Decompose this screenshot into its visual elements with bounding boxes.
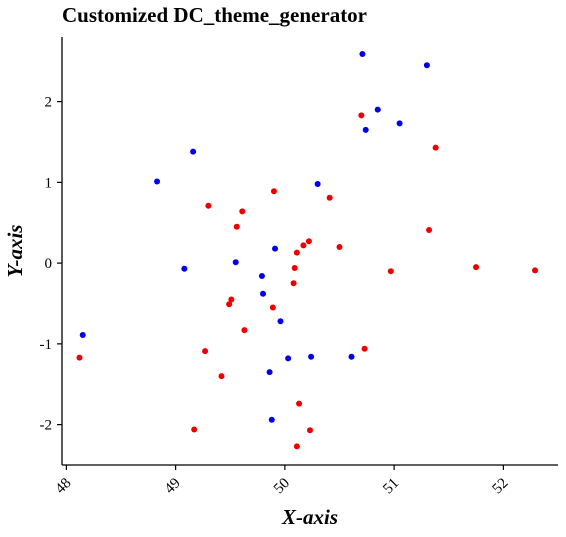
blue-data-point [154,178,161,185]
blue-data-point [396,120,403,127]
y-axis-title: Y-axis [3,225,27,278]
chart-title: Customized DC_theme_generator [62,3,367,27]
red-data-point [218,373,225,380]
red-data-point [296,400,303,407]
y-tick-label: 1 [45,175,53,191]
red-data-point [358,112,365,119]
red-data-point [307,427,313,434]
x-axis-title: X-axis [281,505,338,529]
red-data-point [205,202,212,209]
blue-data-point [362,126,369,133]
y-ticks: -2 -1 0 1 2 [40,95,62,434]
red-data-point [202,348,209,355]
blue-data-point [285,355,292,362]
blue-data-point [272,245,279,252]
blue-data-point [277,318,284,325]
y-tick-label: 0 [45,256,53,272]
blue-data-point [308,353,315,360]
x-ticks: 48 49 50 51 52 [53,465,512,497]
red-data-point [269,304,276,311]
red-data-point [191,426,198,433]
red-data-point [228,296,235,303]
x-tick-label: 49 [162,475,184,497]
red-data-point [270,188,277,195]
blue-data-point [374,106,381,113]
red-data-point [532,267,539,274]
red-data-point [361,345,368,352]
y-tick-label: -1 [40,337,53,353]
red-data-point [305,238,312,245]
red-data-point [233,223,240,230]
plot-area: 48 49 50 51 52 -2 -1 0 1 2 [40,37,558,497]
x-tick-label: 50 [271,475,293,497]
blue-data-point [79,331,86,338]
y-tick-label: -2 [40,418,53,434]
x-tick-label: 52 [490,475,512,497]
red-data-point [76,354,83,361]
blue-data-point [190,148,197,155]
red-data-point [426,227,433,234]
blue-data-point [232,259,239,266]
blue-data-point [266,369,273,376]
blue-data-point [268,416,275,423]
red-data-point [473,264,480,271]
blue-data-point [348,353,355,360]
x-tick-label: 51 [380,475,402,497]
red-data-point [336,243,343,250]
red-data-point [290,280,297,287]
data-points [76,50,539,450]
x-tick-label: 48 [53,475,75,497]
red-data-point [293,443,300,450]
blue-data-point [359,50,366,57]
red-data-point [293,249,300,256]
blue-data-point [423,62,430,69]
blue-data-point [260,290,267,297]
red-data-point [239,208,246,215]
blue-data-point [258,273,265,280]
blue-data-point [181,265,188,272]
red-data-point [387,268,394,275]
red-data-point [300,242,307,249]
blue-data-point [314,180,321,187]
red-data-point [226,301,233,308]
y-tick-label: 2 [45,95,53,111]
red-data-point [291,264,298,271]
red-data-point [326,194,333,201]
red-data-point [241,327,248,334]
red-data-point [432,144,439,151]
